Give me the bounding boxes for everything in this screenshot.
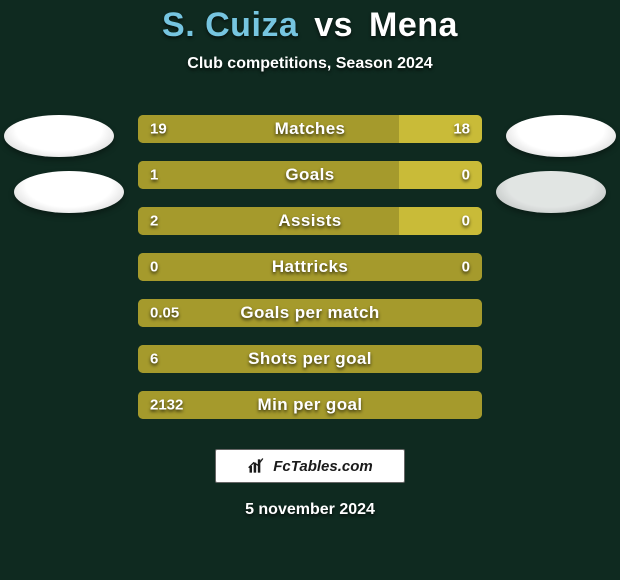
stat-row: 0.05 Goals per match <box>138 299 482 327</box>
page-title: S. Cuiza vs Mena <box>162 6 458 45</box>
stats-bars: 19 18 Matches 1 0 Goals 2 0 Assists 0 0 Hattricks 0.… <box>138 115 482 419</box>
bar-left-fill <box>138 207 399 235</box>
stat-row: 19 18 Matches <box>138 115 482 143</box>
stat-row: 2132 Min per goal <box>138 391 482 419</box>
footer-date: 5 november 2024 <box>245 501 375 519</box>
stat-label: Goals per match <box>240 303 379 323</box>
title-vs: vs <box>314 6 353 44</box>
title-player1: S. Cuiza <box>162 6 298 44</box>
stat-label: Shots per goal <box>248 349 372 369</box>
bar-left-fill <box>138 115 399 143</box>
subtitle: Club competitions, Season 2024 <box>187 55 432 73</box>
chart-icon <box>247 456 267 476</box>
player2-photo <box>506 115 616 157</box>
stat-value-right: 0 <box>462 167 470 184</box>
stat-label: Hattricks <box>272 257 348 277</box>
branding-badge: FcTables.com <box>215 449 405 483</box>
title-player2: Mena <box>369 6 458 44</box>
stat-label: Matches <box>275 119 346 139</box>
player2-photo-alt <box>496 171 606 213</box>
stat-value-left: 0 <box>150 259 158 276</box>
stat-row: 2 0 Assists <box>138 207 482 235</box>
player1-photo-alt <box>14 171 124 213</box>
stat-value-left: 2 <box>150 213 158 230</box>
branding-text: FcTables.com <box>273 458 372 475</box>
stat-label: Assists <box>278 211 341 231</box>
stat-label: Goals <box>285 165 334 185</box>
comparison-card: S. Cuiza vs Mena Club competitions, Seas… <box>0 0 620 580</box>
stat-value-right: 0 <box>462 213 470 230</box>
stat-row: 1 0 Goals <box>138 161 482 189</box>
stat-value-right: 0 <box>462 259 470 276</box>
stat-value-right: 18 <box>453 121 470 138</box>
stat-value-left: 6 <box>150 351 158 368</box>
stat-value-left: 2132 <box>150 397 183 414</box>
stat-row: 0 0 Hattricks <box>138 253 482 281</box>
stat-label: Min per goal <box>258 395 363 415</box>
stat-value-left: 0.05 <box>150 305 179 322</box>
bar-left-fill <box>138 161 399 189</box>
player1-photo <box>4 115 114 157</box>
stat-value-left: 1 <box>150 167 158 184</box>
stat-row: 6 Shots per goal <box>138 345 482 373</box>
chart-area: 19 18 Matches 1 0 Goals 2 0 Assists 0 0 Hattricks 0.… <box>0 115 620 437</box>
stat-value-left: 19 <box>150 121 167 138</box>
